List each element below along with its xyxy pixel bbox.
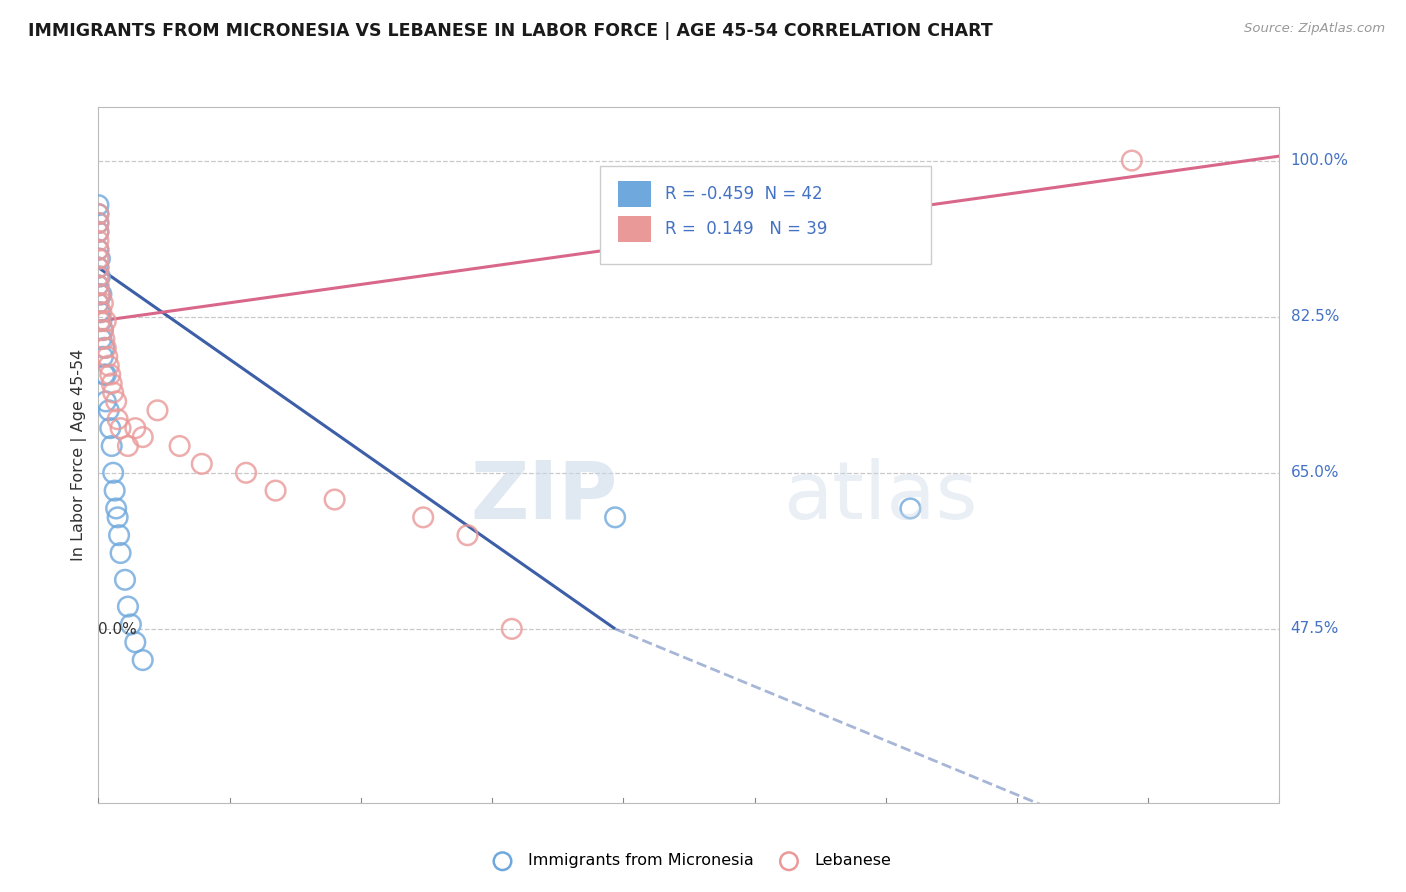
Point (100, 439, 122, 453)
Point (97, 359, 120, 373)
Text: ZIP: ZIP (471, 458, 619, 536)
Text: 100.0%: 100.0% (1291, 153, 1348, 168)
Bar (619, 181, 651, 207)
Point (900, 501, 922, 516)
Point (89, 305, 111, 319)
Point (264, 483, 287, 498)
Point (87, 234, 110, 248)
Point (90, 287, 112, 301)
Point (120, 617, 142, 632)
Point (91, 296, 114, 310)
Point (105, 394, 128, 409)
Legend: Immigrants from Micronesia, Lebanese: Immigrants from Micronesia, Lebanese (479, 847, 898, 875)
Point (107, 510, 129, 524)
Point (87, 260, 110, 275)
Text: IMMIGRANTS FROM MICRONESIA VS LEBANESE IN LABOR FORCE | AGE 45-54 CORRELATION CH: IMMIGRANTS FROM MICRONESIA VS LEBANESE I… (28, 22, 993, 40)
Point (191, 457, 214, 471)
Point (96, 350, 118, 364)
Point (87, 207, 110, 221)
Point (87, 260, 110, 275)
Point (117, 599, 139, 614)
Text: 0.0%: 0.0% (98, 622, 138, 637)
Point (89, 252, 111, 266)
Point (87, 278, 110, 293)
Point (114, 573, 136, 587)
Y-axis label: In Labor Force | Age 45-54: In Labor Force | Age 45-54 (72, 349, 87, 561)
Point (87, 252, 110, 266)
Point (323, 492, 346, 507)
Point (87, 207, 110, 221)
Point (1121, 153, 1143, 168)
Point (100, 376, 122, 391)
Point (89, 314, 111, 328)
Point (107, 412, 129, 426)
Point (91, 323, 114, 337)
Point (94, 394, 117, 409)
Point (90, 332, 112, 346)
Point (87, 225, 110, 239)
Point (98, 421, 121, 435)
Point (412, 510, 434, 524)
Point (132, 430, 155, 444)
Point (117, 439, 139, 453)
Point (93, 368, 115, 382)
Point (89, 287, 111, 301)
Text: 65.0%: 65.0% (1291, 466, 1339, 480)
FancyBboxPatch shape (600, 166, 931, 263)
Point (104, 483, 127, 498)
Point (103, 466, 125, 480)
Point (90, 314, 112, 328)
Point (87, 296, 110, 310)
Point (105, 501, 128, 516)
Point (110, 421, 132, 435)
Point (93, 341, 115, 355)
Point (87, 243, 110, 257)
Point (124, 635, 146, 649)
Point (91, 323, 114, 337)
Point (124, 421, 146, 435)
Point (87, 198, 110, 212)
Point (97, 403, 120, 417)
Point (87, 225, 110, 239)
Point (110, 546, 132, 560)
Point (94, 314, 117, 328)
Point (94, 368, 117, 382)
Point (93, 332, 115, 346)
Point (94, 341, 117, 355)
Text: Source: ZipAtlas.com: Source: ZipAtlas.com (1244, 22, 1385, 36)
Point (87, 269, 110, 284)
Point (146, 403, 169, 417)
Point (501, 622, 523, 636)
Point (103, 385, 125, 400)
Point (98, 368, 121, 382)
Point (169, 439, 191, 453)
Bar (619, 216, 651, 242)
Point (87, 216, 110, 230)
Text: 82.5%: 82.5% (1291, 310, 1339, 324)
Point (90, 305, 112, 319)
Point (91, 350, 114, 364)
Point (87, 216, 110, 230)
Point (89, 269, 111, 284)
Point (108, 528, 131, 542)
Point (456, 528, 478, 542)
Point (132, 653, 155, 667)
Point (235, 466, 257, 480)
Point (605, 510, 627, 524)
Point (89, 287, 111, 301)
Point (87, 243, 110, 257)
Point (87, 296, 110, 310)
Point (87, 278, 110, 293)
Text: R =  0.149   N = 39: R = 0.149 N = 39 (665, 219, 828, 238)
Text: 47.5%: 47.5% (1291, 622, 1339, 636)
Text: atlas: atlas (783, 458, 977, 536)
Text: R = -0.459  N = 42: R = -0.459 N = 42 (665, 185, 823, 203)
